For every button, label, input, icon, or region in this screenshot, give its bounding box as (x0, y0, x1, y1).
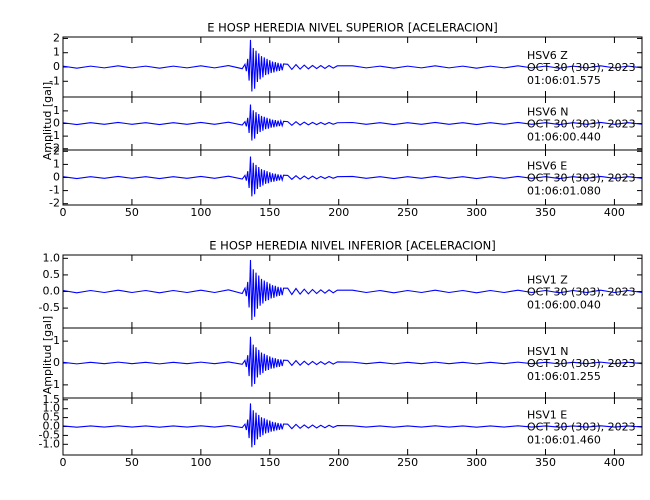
y-tick-label: -1 (49, 74, 60, 87)
y-tick-label: 1 (53, 157, 60, 170)
x-tick-label: 350 (535, 206, 556, 219)
x-tick-label: 50 (125, 456, 139, 469)
station-time: 01:06:01.575 (527, 74, 601, 87)
x-tick-label: 150 (259, 206, 280, 219)
x-tick-label: 250 (397, 456, 418, 469)
y-tick-label: 0 (53, 117, 60, 130)
y-axis-label: Amplitud [gal] (41, 316, 54, 394)
y-tick-label: 1.0 (43, 251, 61, 264)
station-label: HSV6 E (527, 160, 567, 173)
y-tick-label: 0 (53, 171, 60, 184)
waveform (62, 156, 643, 197)
y-axis-label: Amplitud [gal] (41, 82, 54, 160)
x-tick-label: 300 (466, 206, 487, 219)
station-label: HSV1 N (527, 345, 569, 358)
station-time: 01:06:01.255 (527, 370, 601, 383)
station-time: 01:06:00.040 (527, 299, 601, 312)
chart-title: E HOSP HEREDIA NIVEL INFERIOR [ACELERACI… (209, 239, 495, 253)
station-label: HSV6 Z (527, 49, 568, 62)
y-tick-label: 1.0 (43, 402, 61, 415)
x-tick-label: 300 (466, 456, 487, 469)
station-date: OCT 30 (303), 2023 (527, 61, 636, 74)
y-tick-label: 0 (53, 60, 60, 73)
panel-frame (62, 149, 643, 206)
station-time: 01:06:01.080 (527, 185, 601, 198)
y-tick-label: 0 (53, 356, 60, 369)
waveform (62, 39, 643, 92)
x-tick-label: 200 (328, 456, 349, 469)
x-tick-label: 0 (60, 206, 67, 219)
y-tick-label: 2 (53, 31, 60, 44)
station-label: HSV1 E (527, 409, 567, 422)
station-date: OCT 30 (303), 2023 (527, 357, 636, 370)
y-tick-label: -2 (49, 197, 60, 210)
station-date: OCT 30 (303), 2023 (527, 421, 636, 434)
y-tick-label: -1 (49, 129, 60, 142)
x-tick-label: 250 (397, 206, 418, 219)
chart-title: E HOSP HEREDIA NIVEL SUPERIOR [ACELERACI… (207, 21, 498, 35)
y-tick-label: 1 (53, 334, 60, 347)
y-tick-label: 0.5 (43, 411, 61, 424)
x-tick-label: 150 (259, 456, 280, 469)
x-tick-label: 350 (535, 456, 556, 469)
x-tick-label: 0 (60, 456, 67, 469)
panel-frame (62, 397, 643, 456)
x-tick-label: 400 (604, 456, 625, 469)
waveform (62, 403, 643, 448)
y-tick-label: -1 (49, 378, 60, 391)
y-tick-label: 1.5 (43, 393, 61, 406)
y-tick-label: 1 (53, 46, 60, 59)
y-tick-label: 2 (53, 144, 60, 157)
station-date: OCT 30 (303), 2023 (527, 286, 636, 299)
station-date: OCT 30 (303), 2023 (527, 172, 636, 185)
station-label: HSV1 Z (527, 274, 568, 287)
x-tick-label: 100 (190, 206, 211, 219)
station-date: OCT 30 (303), 2023 (527, 118, 636, 131)
x-tick-label: 50 (125, 206, 139, 219)
waveform (62, 336, 643, 387)
y-tick-label: 0.5 (43, 268, 61, 281)
y-tick-label: 0.0 (43, 285, 61, 298)
waveform (62, 104, 643, 141)
station-label: HSV6 N (527, 106, 569, 119)
y-tick-label: -1 (49, 184, 60, 197)
y-tick-label: 1 (53, 104, 60, 117)
x-tick-label: 400 (604, 206, 625, 219)
y-tick-label: -0.5 (39, 428, 60, 441)
station-time: 01:06:01.460 (527, 434, 601, 447)
waveform (62, 259, 643, 321)
x-tick-label: 200 (328, 206, 349, 219)
y-tick-label: -0.5 (39, 301, 60, 314)
y-tick-label: -1.0 (39, 437, 60, 450)
x-tick-label: 100 (190, 456, 211, 469)
y-tick-label: -2 (49, 142, 60, 155)
y-tick-label: 0.0 (43, 420, 61, 433)
station-time: 01:06:00.440 (527, 131, 601, 144)
